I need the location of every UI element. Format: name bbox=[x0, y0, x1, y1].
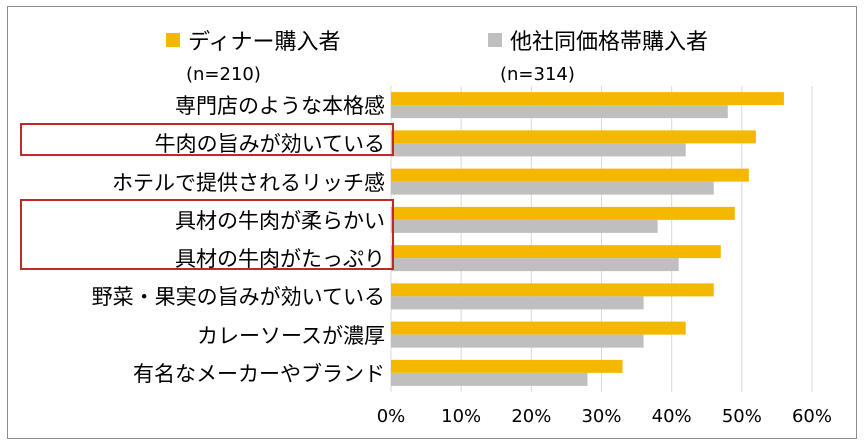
highlight-box-beef-umami bbox=[20, 123, 394, 156]
legend-n-competitor: (n=314) bbox=[500, 64, 575, 85]
x-tick-label: 20% bbox=[511, 406, 551, 427]
bar-competitor bbox=[391, 372, 588, 386]
category-label: 具材の牛肉が柔らかい bbox=[175, 208, 385, 233]
highlight-box-beef-ingredients bbox=[20, 199, 394, 270]
legend-item-competitor-buyers: 他社同価格帯購入者 bbox=[488, 24, 708, 56]
category-label: 野菜・果実の旨みが効いている bbox=[91, 285, 385, 310]
bar-competitor bbox=[391, 181, 714, 195]
legend-swatch-dinner bbox=[166, 33, 180, 47]
chart-frame bbox=[7, 6, 857, 439]
bar-dinner bbox=[391, 168, 749, 182]
bar-dinner bbox=[391, 283, 714, 297]
bar-competitor bbox=[391, 105, 728, 119]
x-tick-label: 50% bbox=[722, 406, 762, 427]
bar-dinner bbox=[391, 130, 756, 144]
legend-swatch-competitor bbox=[488, 33, 502, 47]
bar-dinner bbox=[391, 245, 721, 259]
x-tick-label: 40% bbox=[652, 406, 692, 427]
legend-label-competitor: 他社同価格帯購入者 bbox=[510, 30, 709, 55]
category-label: 専門店のような本格感 bbox=[175, 94, 385, 119]
x-tick-label: 60% bbox=[792, 406, 832, 427]
bar-dinner bbox=[391, 321, 686, 335]
x-tick-label: 10% bbox=[441, 406, 481, 427]
x-tick-label: 0% bbox=[377, 406, 406, 427]
bar-competitor bbox=[391, 334, 644, 348]
category-label: 有名なメーカーやブランド bbox=[133, 361, 385, 386]
bar-competitor bbox=[391, 143, 686, 157]
x-tick-label: 30% bbox=[581, 406, 621, 427]
category-label: カレーソースが濃厚 bbox=[197, 323, 385, 348]
bar-dinner bbox=[391, 359, 623, 373]
category-label: ホテルで提供されるリッチ感 bbox=[112, 170, 385, 195]
legend-item-dinner-buyers: ディナー購入者 bbox=[166, 24, 340, 56]
bar-competitor bbox=[391, 219, 658, 233]
category-label: 具材の牛肉がたっぷり bbox=[175, 247, 385, 272]
legend-n-dinner: (n=210) bbox=[186, 64, 261, 85]
bar-competitor bbox=[391, 296, 644, 310]
legend-label-dinner: ディナー購入者 bbox=[188, 30, 341, 55]
bar-dinner bbox=[391, 206, 735, 220]
category-label: 牛肉の旨みが効いている bbox=[154, 132, 385, 157]
bar-competitor bbox=[391, 258, 679, 272]
bar-dinner bbox=[391, 92, 784, 106]
